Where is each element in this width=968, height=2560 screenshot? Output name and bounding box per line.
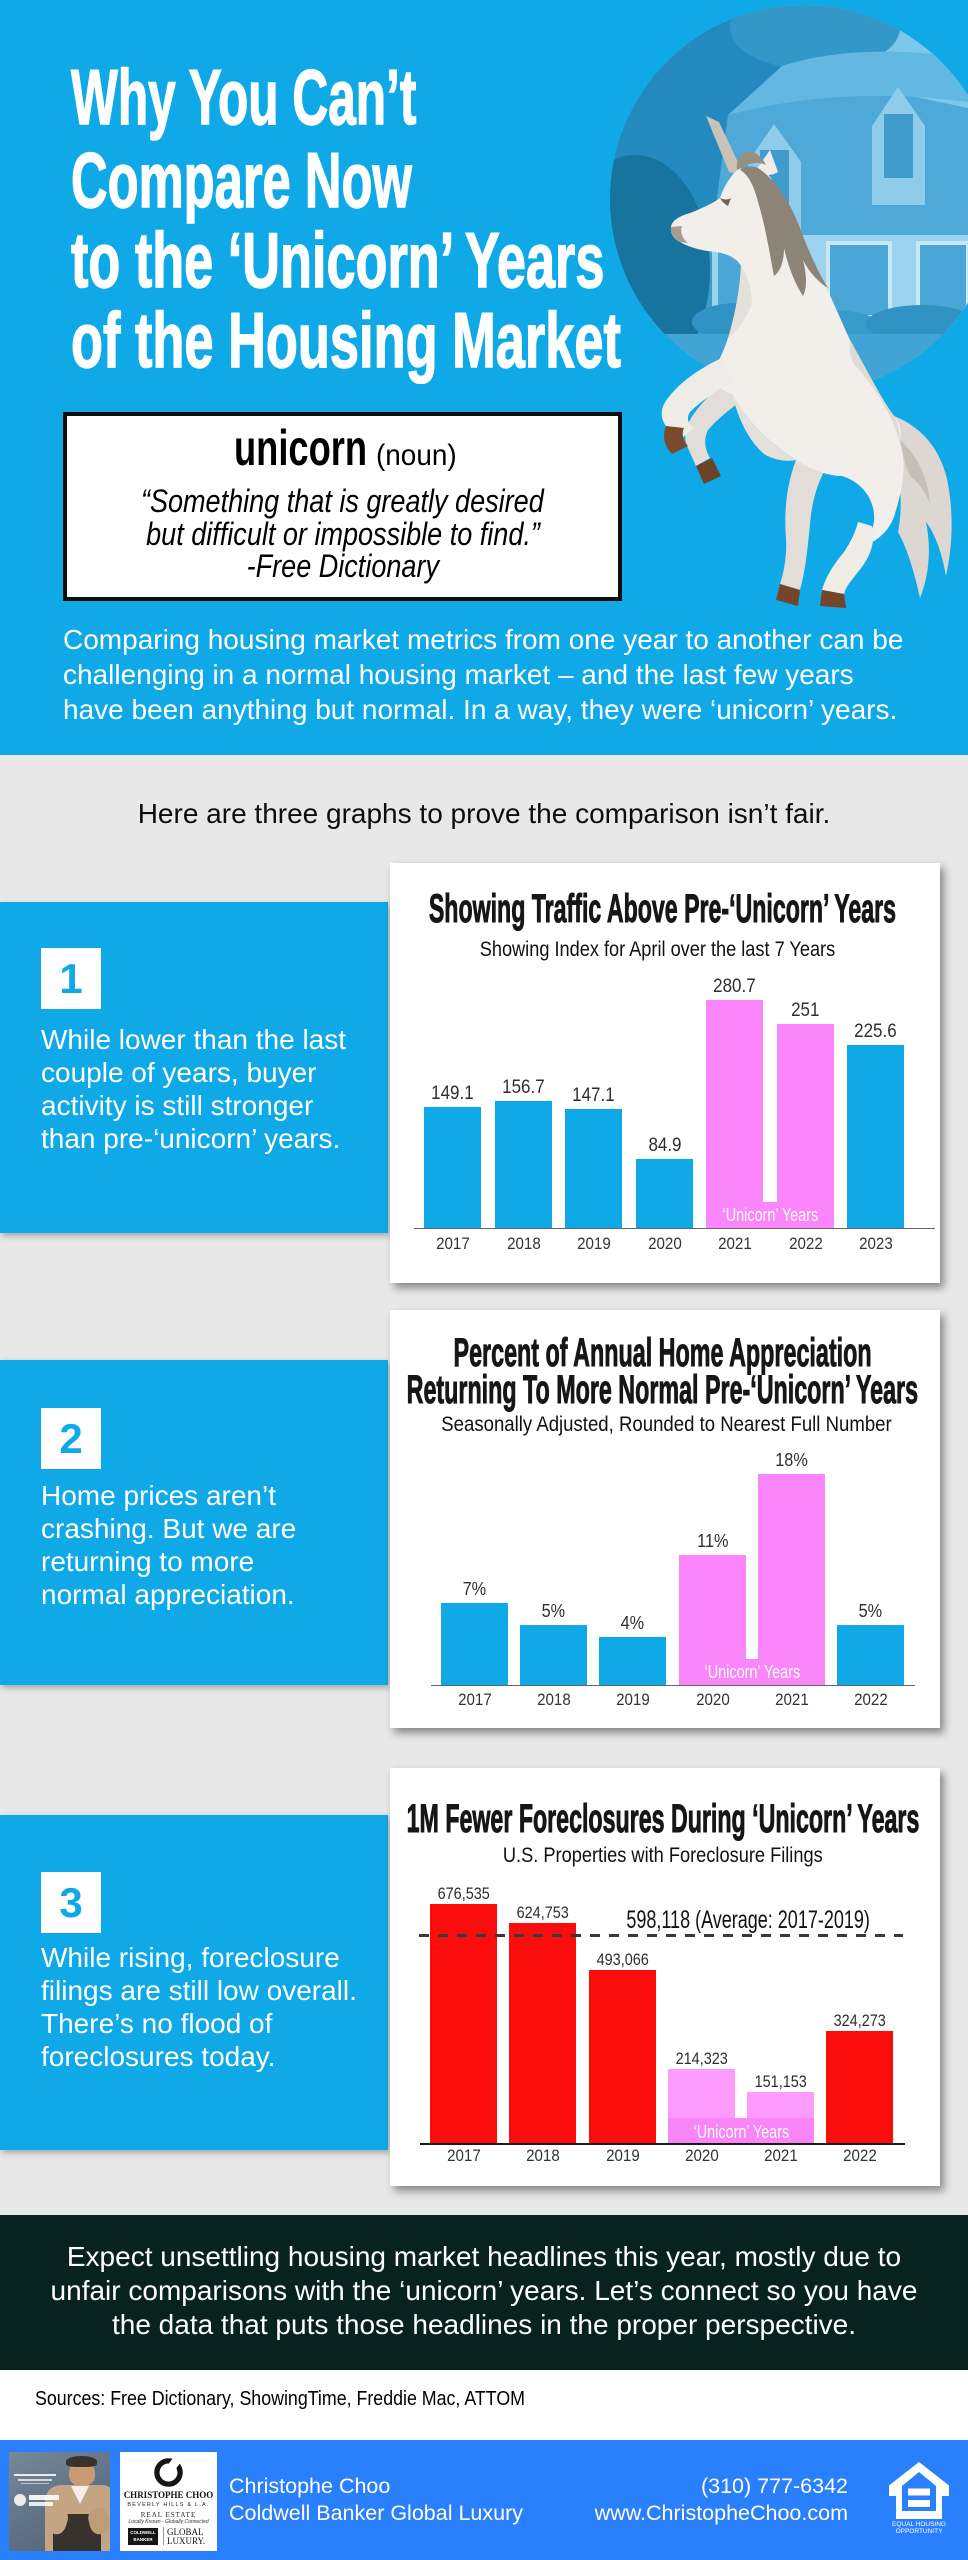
svg-text:EQUAL HOUSING: EQUAL HOUSING [892,2521,946,2528]
svg-text:OPPORTUNITY: OPPORTUNITY [896,2528,943,2535]
